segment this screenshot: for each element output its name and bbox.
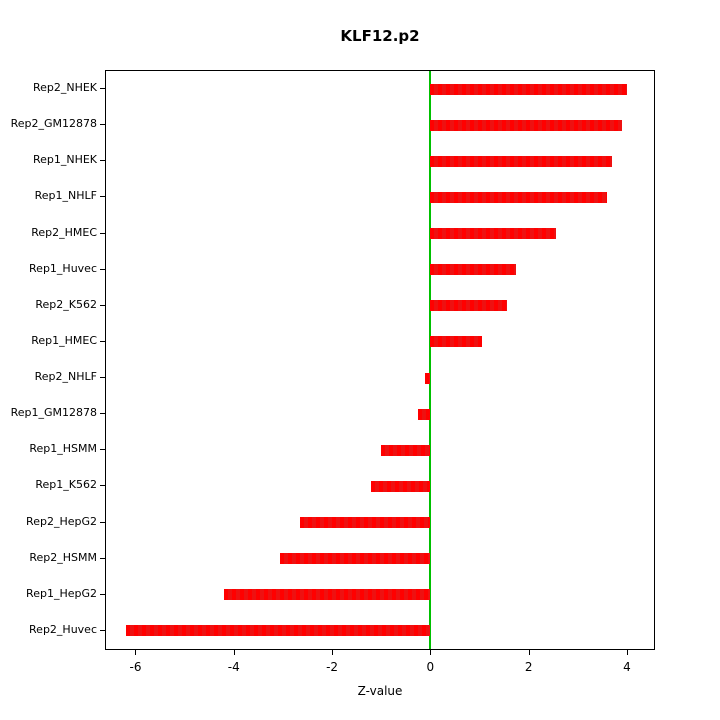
bar	[280, 553, 431, 565]
y-tick-mark	[100, 160, 105, 162]
bar	[430, 155, 613, 167]
x-tick-label: -4	[227, 660, 240, 674]
bar	[300, 517, 431, 529]
bar	[125, 625, 431, 637]
y-tick-mark	[100, 629, 105, 631]
bar	[223, 589, 431, 601]
y-tick-label: Rep1_GM12878	[10, 406, 97, 420]
y-tick-label: Rep1_HepG2	[26, 586, 97, 600]
y-tick-label: Rep2_HepG2	[26, 514, 97, 528]
y-tick-label: Rep2_HSMM	[29, 550, 97, 564]
y-tick-mark	[100, 593, 105, 595]
x-tick-label: -6	[129, 660, 142, 674]
x-tick-mark	[135, 650, 137, 655]
x-tick-label: 4	[623, 660, 631, 674]
y-tick-label: Rep1_HMEC	[31, 333, 97, 347]
y-tick-mark	[100, 557, 105, 559]
bar	[371, 480, 431, 492]
x-tick-label: 0	[426, 660, 435, 674]
bar	[430, 336, 482, 348]
plot-area	[105, 70, 655, 650]
y-tick-label: Rep1_NHLF	[34, 189, 97, 203]
y-tick-label: Rep2_NHEK	[32, 81, 97, 95]
y-tick-label: Rep1_NHEK	[32, 153, 97, 167]
y-tick-mark	[100, 304, 105, 306]
x-tick-label: 2	[524, 660, 533, 674]
x-tick-mark	[233, 650, 235, 655]
y-tick-mark	[100, 521, 105, 523]
y-tick-label: Rep2_GM12878	[10, 117, 97, 131]
bar	[430, 83, 627, 95]
y-tick-label: Rep1_K562	[35, 478, 97, 492]
y-tick-mark	[100, 449, 105, 451]
bar	[430, 300, 507, 312]
y-tick-mark	[100, 196, 105, 198]
y-tick-mark	[100, 413, 105, 415]
bar	[418, 408, 431, 420]
y-tick-label: Rep2_K562	[35, 297, 97, 311]
bar	[425, 372, 431, 384]
y-tick-label: Rep1_HSMM	[29, 442, 97, 456]
y-tick-mark	[100, 88, 105, 90]
y-tick-mark	[100, 124, 105, 126]
bar	[430, 119, 623, 131]
bar	[430, 264, 517, 276]
x-tick-label: -2	[326, 660, 339, 674]
x-tick-mark	[430, 650, 432, 655]
bar	[430, 228, 556, 240]
x-tick-mark	[528, 650, 530, 655]
x-tick-mark	[626, 650, 628, 655]
zero-reference-line	[429, 71, 432, 649]
x-tick-mark	[332, 650, 334, 655]
y-tick-mark	[100, 485, 105, 487]
y-tick-label: Rep2_NHLF	[34, 370, 97, 384]
y-tick-mark	[100, 377, 105, 379]
y-tick-mark	[100, 232, 105, 234]
y-tick-mark	[100, 340, 105, 342]
x-axis-label: Z-value	[357, 684, 403, 698]
y-tick-label: Rep2_HMEC	[31, 225, 97, 239]
y-tick-label: Rep2_Huvec	[29, 622, 97, 636]
chart-title: KLF12.p2	[340, 27, 420, 45]
y-tick-label: Rep1_Huvec	[29, 261, 97, 275]
bar	[430, 191, 608, 203]
bar	[381, 444, 431, 456]
y-tick-mark	[100, 268, 105, 270]
